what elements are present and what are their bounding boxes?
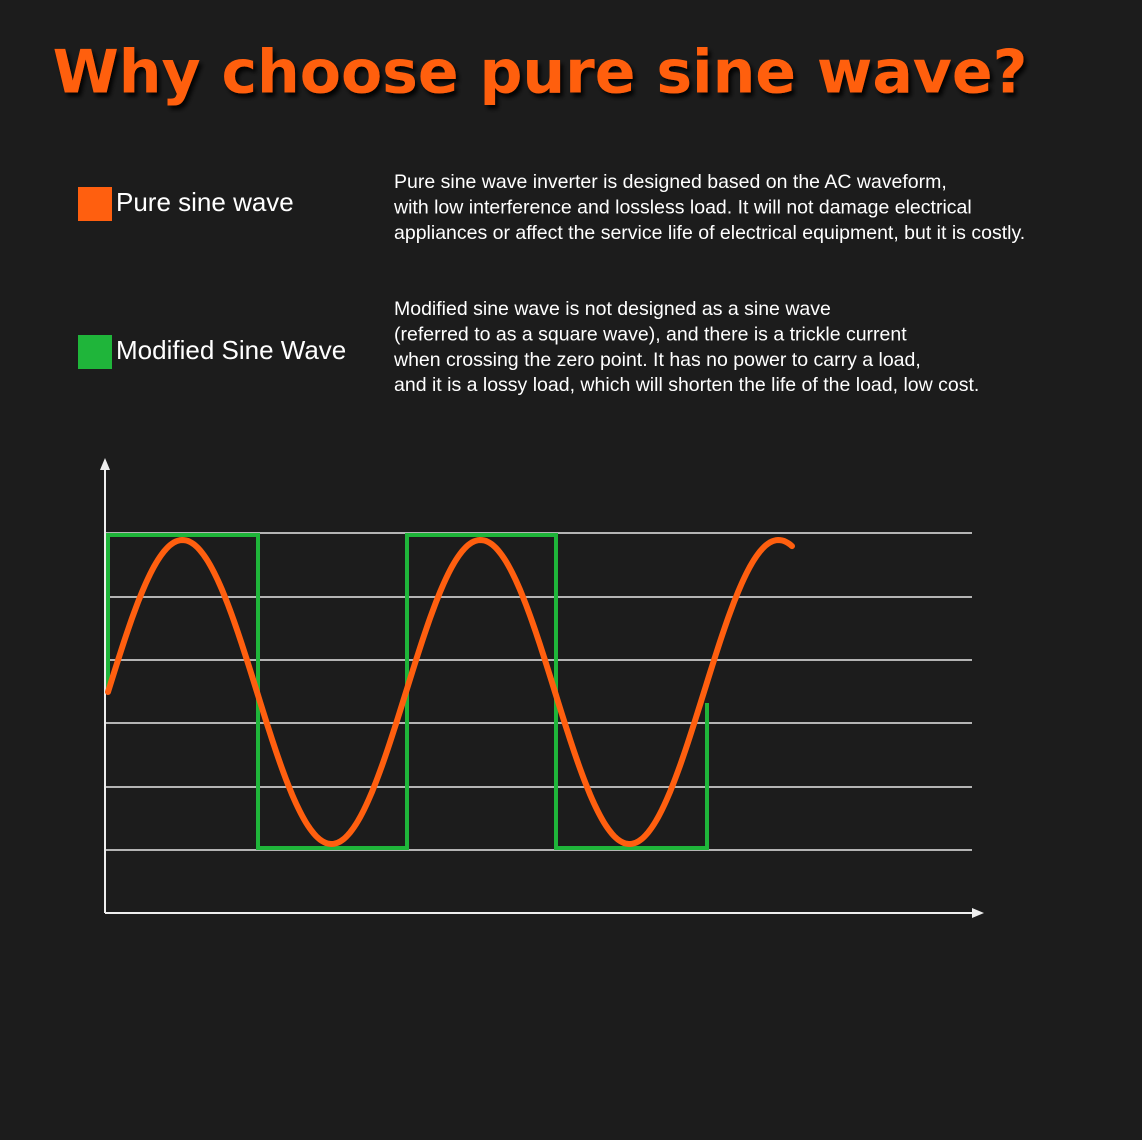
legend-swatch — [78, 335, 112, 369]
description: Pure sine wave inverter is designed base… — [393, 171, 1025, 244]
legend-label: Pure sine wave — [116, 187, 294, 217]
description-line: when crossing the zero point. It has no … — [393, 349, 921, 371]
description-line: appliances or affect the service life of… — [394, 222, 1025, 244]
title: Why choose pure sine wave? — [53, 38, 1028, 108]
description-line: Pure sine wave inverter is designed base… — [394, 171, 947, 193]
grid — [105, 532, 972, 851]
description: Modified sine wave is not designed as a … — [393, 298, 979, 396]
arrow — [972, 908, 984, 918]
sine-wave — [105, 536, 795, 848]
description-line: (referred to as a square wave), and ther… — [394, 323, 907, 345]
legend-swatch — [78, 187, 112, 221]
description-line: with low interference and lossless load.… — [393, 196, 972, 218]
description-line: Modified sine wave is not designed as a … — [394, 298, 831, 320]
arrow — [100, 458, 110, 470]
description-line: and it is a lossy load, which will short… — [394, 374, 979, 396]
legend-label: Modified Sine Wave — [116, 335, 346, 365]
